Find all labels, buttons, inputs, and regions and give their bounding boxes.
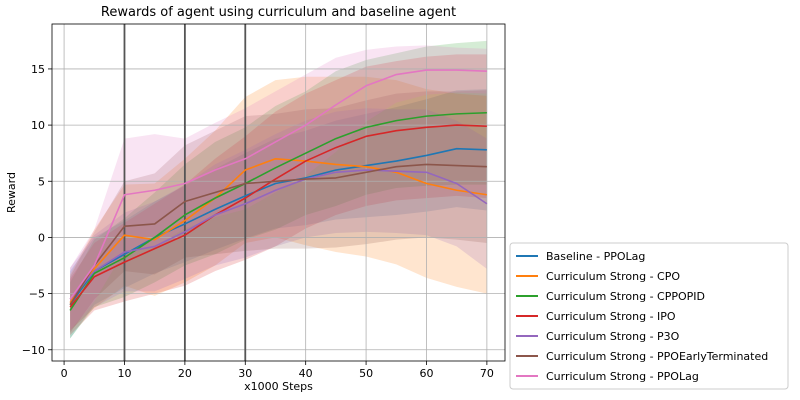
y-axis-label: Reward: [5, 172, 18, 213]
x-tick-label: 30: [238, 367, 252, 380]
grid: [52, 24, 505, 361]
legend-entry: Curriculum Strong - PPOLag: [546, 370, 699, 383]
band-series-0: [70, 89, 487, 339]
x-tick-label: 50: [359, 367, 373, 380]
legend-entry: Curriculum Strong - CPO: [546, 270, 680, 283]
series-lines: [69, 69, 488, 311]
series-line-6: [69, 69, 487, 300]
x-tick-label: 10: [117, 367, 131, 380]
vertical-markers: [123, 24, 247, 361]
legend-entry: Curriculum Strong - P3O: [546, 330, 680, 343]
series-line-0: [69, 147, 487, 306]
x-ticks: 0 10 20 30 40 50 60 70: [61, 361, 494, 380]
band-series-3: [70, 54, 487, 336]
x-tick-label: 40: [299, 367, 313, 380]
y-tick-label: −10: [22, 344, 45, 357]
legend-entry: Curriculum Strong - CPPOPID: [546, 290, 705, 303]
y-tick-label: 15: [31, 63, 45, 76]
x-tick-label: 20: [178, 367, 192, 380]
legend-entry: Curriculum Strong - PPOEarlyTerminated: [546, 350, 768, 363]
y-tick-label: 5: [38, 175, 45, 188]
x-axis-label: x1000 Steps: [244, 380, 313, 393]
legend: Baseline - PPOLag Curriculum Strong - CPO…: [509, 242, 789, 390]
legend-box: [509, 242, 789, 390]
band-series-6: [70, 45, 487, 331]
band-series-5: [70, 90, 487, 333]
y-tick-label: 0: [38, 231, 45, 244]
series-line-3: [69, 124, 487, 308]
legend-entry: Baseline - PPOLag: [546, 250, 645, 263]
y-tick-label: 10: [31, 119, 45, 132]
chart-title: Rewards of agent using curriculum and ba…: [101, 5, 456, 20]
x-tick-label: 70: [480, 367, 494, 380]
y-tick-label: −5: [29, 288, 45, 301]
x-tick-label: 60: [419, 367, 433, 380]
x-tick-label: 0: [61, 367, 68, 380]
series-line-4: [69, 169, 488, 300]
plot-frame: [51, 23, 506, 362]
y-ticks: −10 −5 0 5 10 15: [22, 63, 52, 357]
legend-entry: Curriculum Strong - IPO: [546, 310, 676, 323]
series-line-1: [69, 158, 487, 304]
band-series-1: [70, 76, 487, 331]
series-line-5: [69, 163, 487, 306]
